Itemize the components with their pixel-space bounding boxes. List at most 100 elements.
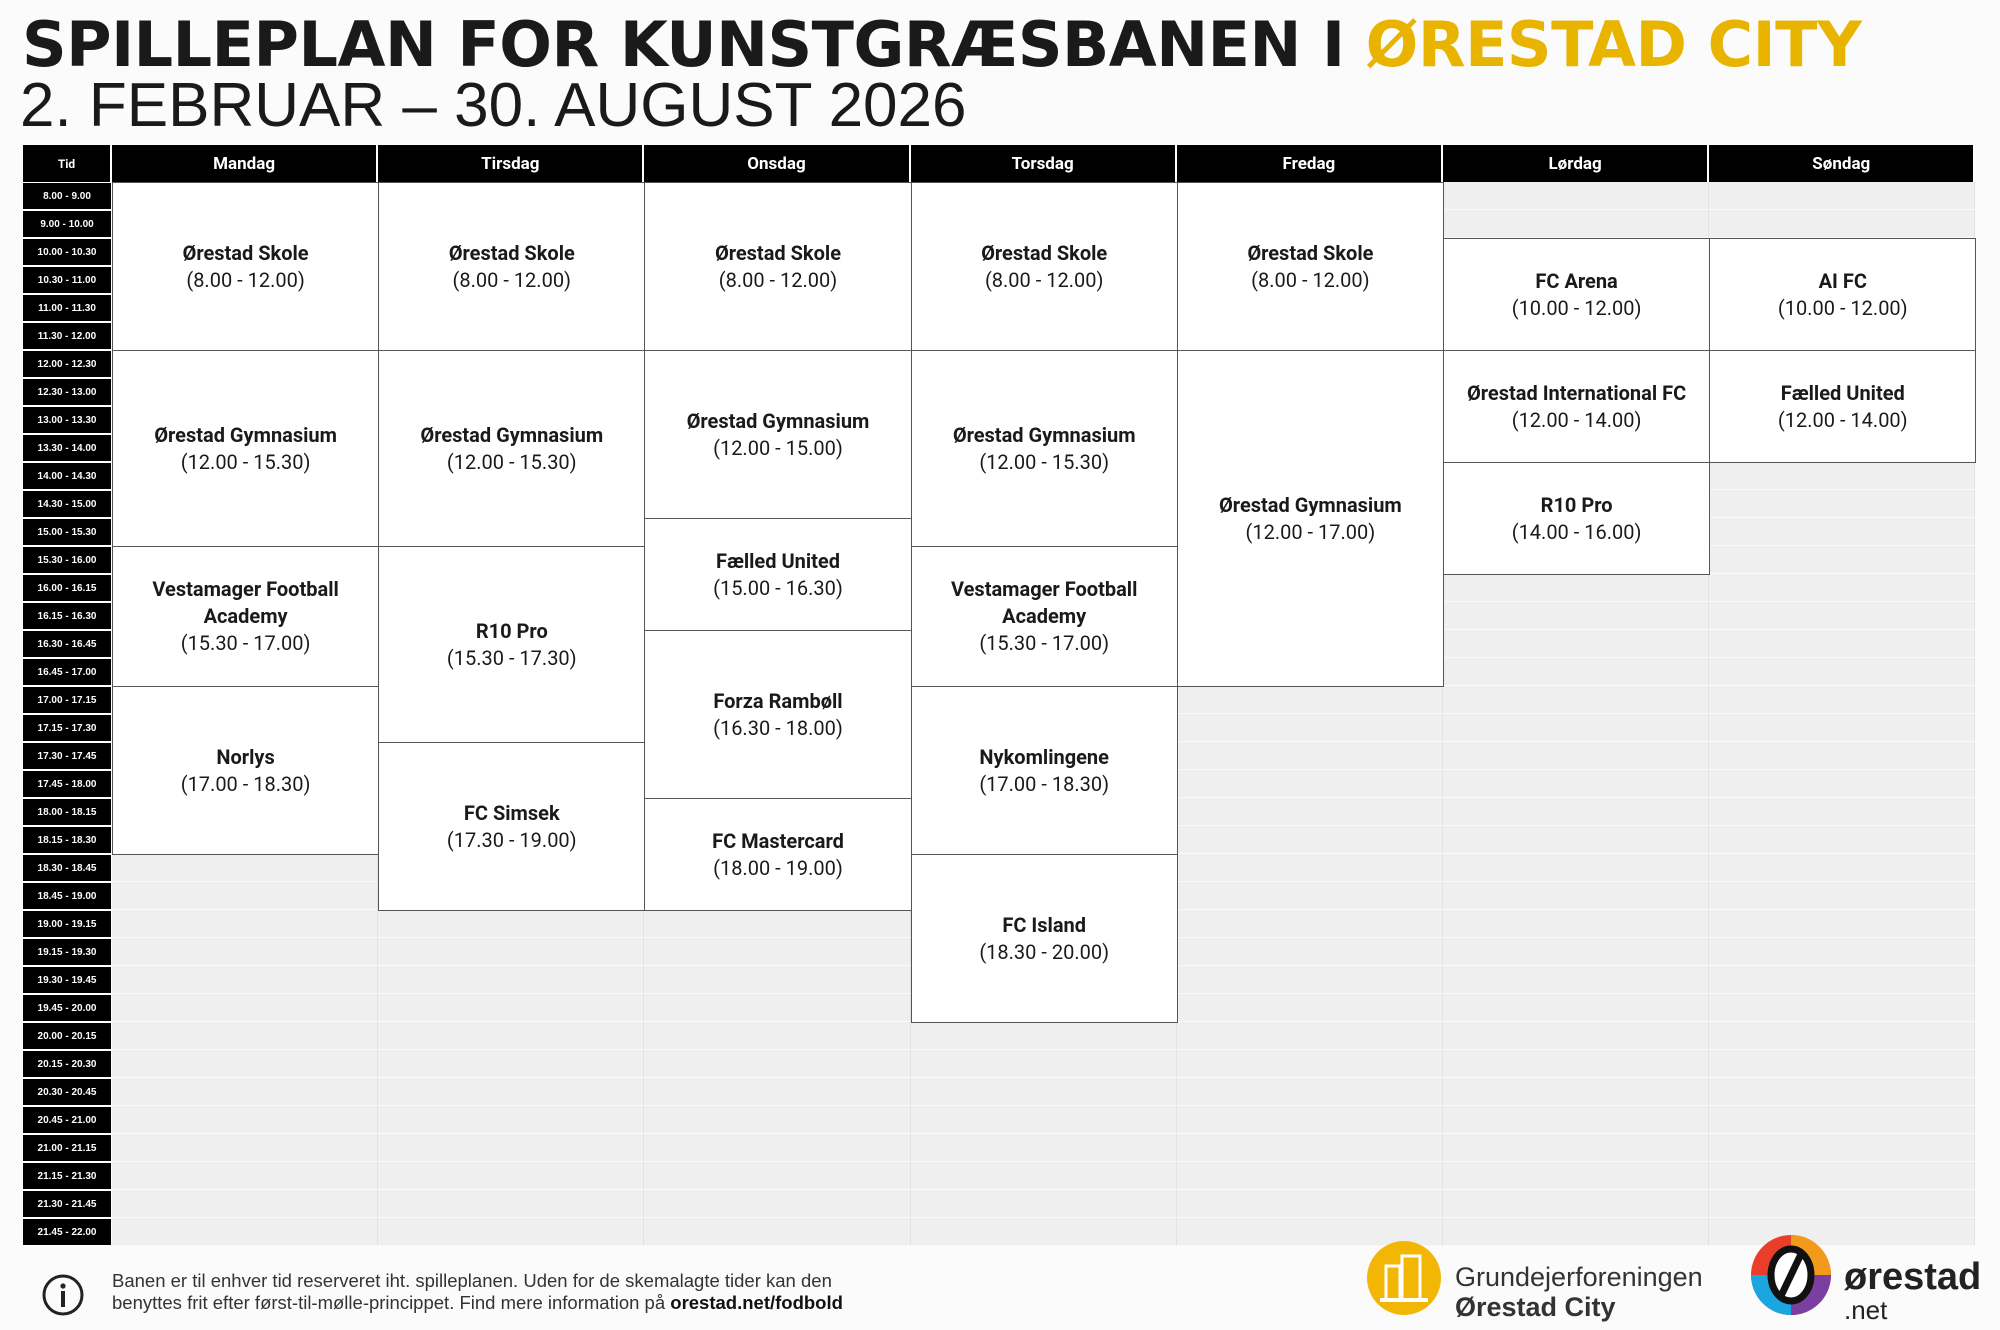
event-time: (16.30 - 18.00) bbox=[713, 715, 843, 740]
empty-cell bbox=[378, 910, 645, 938]
event-block: FC Simsek (17.30 - 19.00) bbox=[378, 742, 646, 911]
empty-cell bbox=[644, 966, 911, 994]
event-name: R10 Pro bbox=[475, 618, 548, 643]
empty-cell bbox=[112, 1078, 379, 1106]
empty-cell bbox=[1443, 630, 1710, 658]
empty-cell bbox=[378, 1050, 645, 1078]
empty-cell bbox=[1176, 826, 1443, 854]
time-slot: 8.00 - 9.00 bbox=[23, 182, 112, 210]
event-time: (8.00 - 12.00) bbox=[452, 267, 572, 292]
event-name: Ørestad Gymnasium bbox=[420, 422, 604, 447]
empty-cell bbox=[1176, 798, 1443, 826]
column-header: Tirsdag bbox=[378, 145, 645, 182]
event-name: Ørestad Skole bbox=[714, 240, 842, 265]
time-slot: 21.15 - 21.30 bbox=[23, 1162, 112, 1190]
event-time: (8.00 - 12.00) bbox=[1251, 267, 1370, 292]
event-name: Ørestad Gymnasium bbox=[686, 408, 870, 433]
time-slot: 20.45 - 21.00 bbox=[23, 1106, 112, 1134]
event-block: Vestamager Football Academy (15.30 - 17.0… bbox=[910, 546, 1178, 687]
empty-cell bbox=[1176, 1134, 1443, 1162]
time-slot: 18.30 - 18.45 bbox=[23, 854, 112, 882]
empty-cell bbox=[1709, 1190, 1976, 1218]
empty-cell bbox=[1709, 910, 1976, 938]
empty-cell bbox=[644, 1162, 911, 1190]
empty-cell bbox=[910, 1106, 1177, 1134]
event-name: Ørestad Gymnasium bbox=[154, 422, 337, 447]
empty-cell bbox=[112, 1162, 379, 1190]
time-slot: 13.30 - 14.00 bbox=[23, 434, 112, 462]
event-block: FC Arena (10.00 - 12.00) bbox=[1443, 238, 1711, 351]
empty-cell bbox=[1176, 1050, 1443, 1078]
empty-cell bbox=[112, 910, 379, 938]
time-slot: 20.30 - 20.45 bbox=[23, 1078, 112, 1106]
event-name: FC Mastercard bbox=[712, 828, 844, 853]
empty-cell bbox=[1443, 1134, 1710, 1162]
empty-cell bbox=[1709, 686, 1976, 714]
event-block: Ørestad Skole (8.00 - 12.00) bbox=[378, 182, 646, 351]
empty-cell bbox=[1709, 714, 1976, 742]
empty-cell bbox=[1176, 910, 1443, 938]
empty-cell bbox=[1709, 854, 1976, 882]
empty-cell bbox=[644, 1134, 911, 1162]
event-block: FC Mastercard (18.00 - 19.00) bbox=[644, 798, 912, 911]
empty-cell bbox=[910, 1218, 1177, 1246]
note-line: Banen er til enhver tid reserveret iht. … bbox=[112, 1270, 832, 1291]
event-block: Ørestad Skole (8.00 - 12.00) bbox=[1176, 182, 1444, 351]
empty-cell bbox=[1176, 882, 1443, 910]
empty-cell bbox=[1443, 1218, 1710, 1246]
empty-cell bbox=[910, 1078, 1177, 1106]
empty-cell bbox=[378, 1106, 645, 1134]
empty-cell bbox=[644, 994, 911, 1022]
empty-cell bbox=[1443, 770, 1710, 798]
empty-cell bbox=[1176, 966, 1443, 994]
empty-cell bbox=[1176, 1078, 1443, 1106]
empty-cell bbox=[1709, 770, 1976, 798]
event-name: Forza Rambøll bbox=[713, 688, 843, 713]
event-time: (12.00 - 15.00) bbox=[713, 435, 843, 460]
time-slot: 11.00 - 11.30 bbox=[23, 294, 112, 322]
event-name: R10 Pro bbox=[1540, 492, 1613, 517]
empty-cell bbox=[112, 854, 379, 882]
empty-cell bbox=[1709, 1078, 1976, 1106]
empty-cell bbox=[1443, 882, 1710, 910]
time-slot: 19.00 - 19.15 bbox=[23, 910, 112, 938]
time-slot: 18.00 - 18.15 bbox=[23, 798, 112, 826]
empty-cell bbox=[112, 882, 379, 910]
empty-cell bbox=[1176, 1190, 1443, 1218]
empty-cell bbox=[1443, 574, 1710, 602]
empty-cell bbox=[1176, 1106, 1443, 1134]
time-slot: 21.30 - 21.45 bbox=[23, 1190, 112, 1218]
event-block: Ørestad Gymnasium (12.00 - 15.00) bbox=[644, 350, 912, 519]
column-header: Torsdag bbox=[910, 145, 1177, 182]
event-name: Ørestad Skole bbox=[448, 240, 575, 265]
event-block: Ørestad Gymnasium (12.00 - 17.00) bbox=[1176, 350, 1444, 687]
empty-cell bbox=[1443, 910, 1710, 938]
empty-cell bbox=[112, 994, 379, 1022]
empty-cell bbox=[644, 910, 911, 938]
event-block: Fælled United (15.00 - 16.30) bbox=[644, 518, 912, 631]
empty-cell bbox=[910, 1050, 1177, 1078]
empty-cell bbox=[910, 1022, 1177, 1050]
event-time: (15.00 - 16.30) bbox=[713, 575, 843, 600]
subtitle: 2. FEBRUAR – 30. AUGUST 2026 bbox=[20, 71, 967, 140]
time-slot: 15.00 - 15.30 bbox=[23, 518, 112, 546]
empty-cell bbox=[112, 938, 379, 966]
event-time: (8.00 - 12.00) bbox=[186, 267, 305, 292]
empty-cell bbox=[378, 1190, 645, 1218]
empty-cell bbox=[1443, 994, 1710, 1022]
empty-cell bbox=[112, 1050, 379, 1078]
event-time: (18.30 - 20.00) bbox=[979, 939, 1110, 964]
time-slot: 16.30 - 16.45 bbox=[23, 630, 112, 658]
event-block: Forza Rambøll (16.30 - 18.00) bbox=[644, 630, 912, 799]
empty-cell bbox=[1176, 938, 1443, 966]
empty-cell bbox=[1443, 686, 1710, 714]
event-block: Ørestad Skole (8.00 - 12.00) bbox=[644, 182, 912, 351]
time-slot: 20.00 - 20.15 bbox=[23, 1022, 112, 1050]
event-block: Ørestad International FC (12.00 - 14.00) bbox=[1443, 350, 1711, 463]
event-name: AI FC bbox=[1818, 268, 1867, 293]
note-link: orestad.net/fodbold bbox=[670, 1292, 843, 1313]
empty-cell bbox=[1709, 462, 1976, 490]
empty-cell bbox=[644, 1190, 911, 1218]
empty-cell bbox=[1443, 1078, 1710, 1106]
